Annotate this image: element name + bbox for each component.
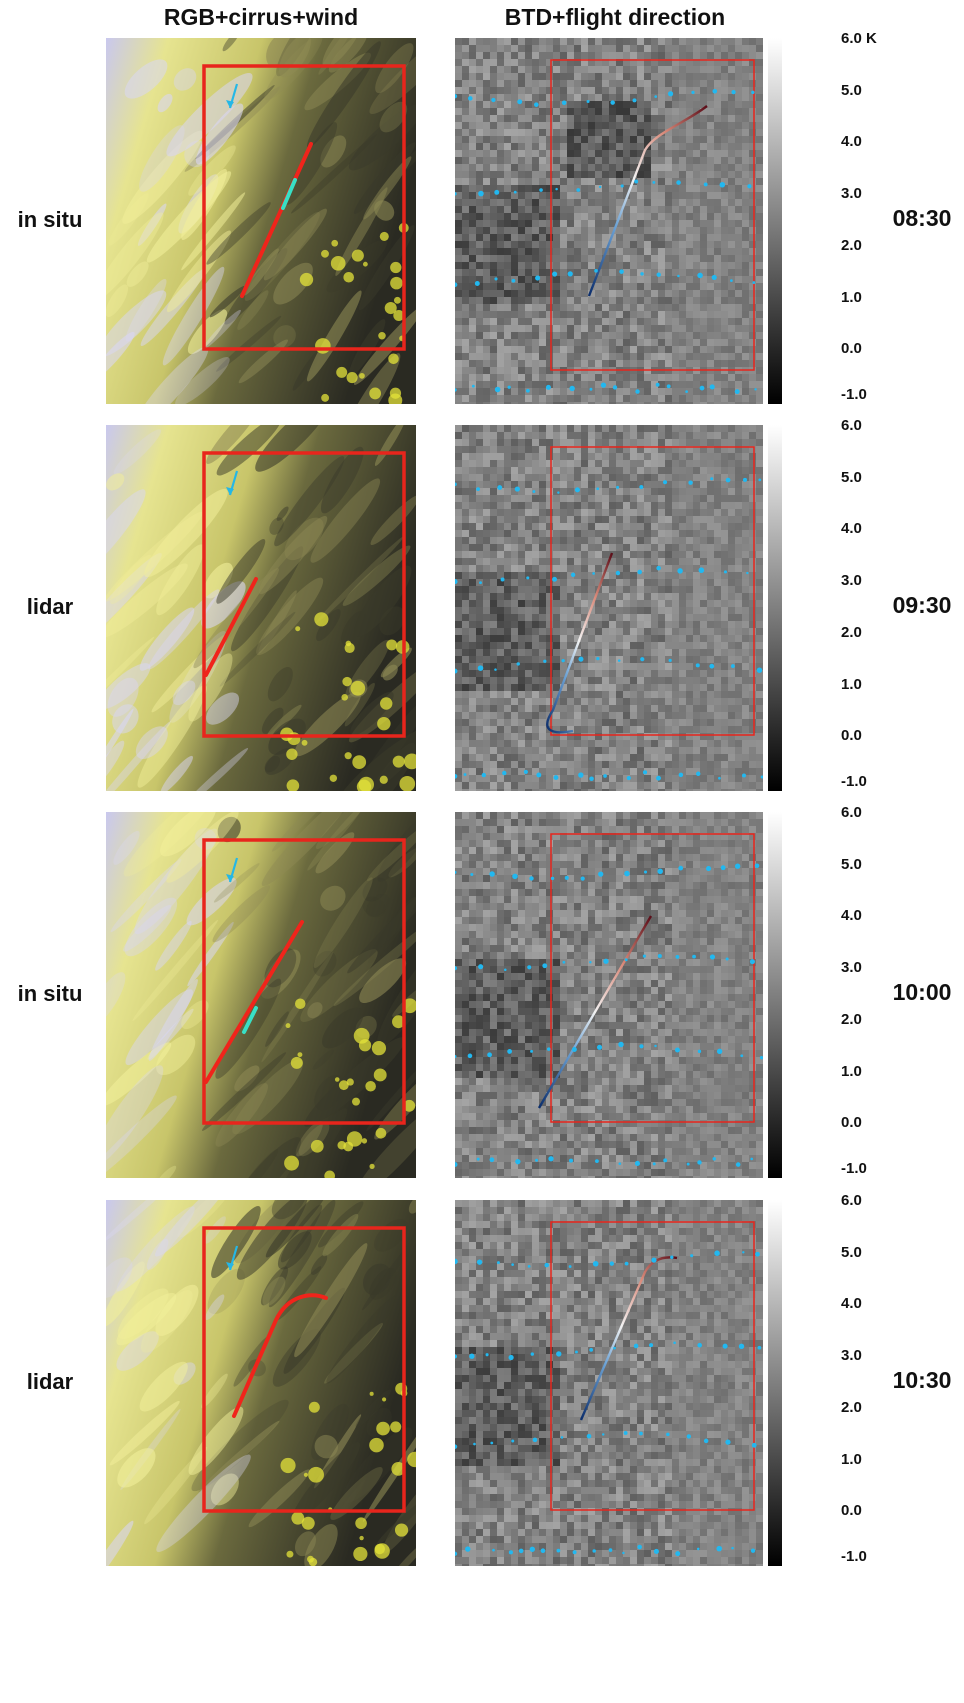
colorbar-tick-label: 3.0 — [841, 572, 862, 590]
row-label-mode: lidar — [26, 594, 74, 619]
btd-flight-direction-panel — [455, 1200, 763, 1566]
colorbar-tick-label: 3.0 — [841, 1347, 862, 1365]
colorbar-tick-label: 0.0 — [841, 727, 862, 745]
colorbar-tick-label: 2.0 — [841, 1398, 862, 1416]
colorbar-tick-label: 5.0 — [841, 468, 862, 486]
colorbar-tick-label: 0.0 — [841, 1502, 862, 1520]
btd-flight-direction-panel — [455, 425, 763, 791]
colorbar-tick-label: 4.0 — [841, 520, 862, 538]
colorbar-tick-label: 0.0 — [841, 1114, 862, 1132]
time-label: 10:30 — [892, 1367, 952, 1393]
colorbar-tick-label: -1.0 — [841, 386, 867, 403]
colorbar-tick-label: 5.0 — [841, 855, 862, 873]
colorbar-tick-label: 2.0 — [841, 1010, 862, 1028]
colorbar-tick-label: 2.0 — [841, 623, 862, 641]
left-column-header: RGB+cirrus+wind — [163, 4, 359, 30]
colorbar — [768, 38, 782, 404]
btd-flight-direction-panel — [455, 812, 763, 1178]
time-label: 09:30 — [892, 592, 952, 618]
colorbar-tick-label: 5.0 — [841, 81, 862, 99]
row-label-mode: in situ — [17, 207, 83, 232]
colorbar-tick-label: 1.0 — [841, 1450, 862, 1468]
colorbar-tick-label: 6.0 K — [841, 30, 877, 47]
time-label: 08:30 — [892, 205, 952, 231]
colorbar-tick-label: 6.0 — [841, 417, 862, 434]
colorbar-tick-label: 5.0 — [841, 1243, 862, 1261]
colorbar-tick-label: 6.0 — [841, 804, 862, 821]
rgb-cirrus-wind-panel — [106, 425, 416, 791]
right-column-header: BTD+flight direction — [504, 4, 726, 30]
colorbar-tick-label: 1.0 — [841, 1062, 862, 1080]
colorbar-tick-label: 1.0 — [841, 675, 862, 693]
rgb-cirrus-wind-panel — [106, 38, 416, 404]
colorbar-tick-label: -1.0 — [841, 773, 867, 790]
btd-flight-direction-panel — [455, 38, 763, 404]
colorbar-tick-label: 4.0 — [841, 907, 862, 925]
colorbar-tick-label: 3.0 — [841, 959, 862, 977]
time-label: 10:00 — [892, 979, 952, 1005]
colorbar-tick-label: -1.0 — [841, 1548, 867, 1565]
colorbar-tick-label: -1.0 — [841, 1160, 867, 1177]
colorbar-tick-label: 3.0 — [841, 185, 862, 203]
colorbar — [768, 1200, 782, 1566]
rgb-cirrus-wind-panel — [106, 812, 416, 1178]
row-label-mode: in situ — [17, 981, 83, 1006]
colorbar-tick-label: 4.0 — [841, 1295, 862, 1313]
rgb-cirrus-wind-panel — [106, 1200, 416, 1566]
row-label-mode: lidar — [26, 1369, 74, 1394]
colorbar-tick-label: 6.0 — [841, 1192, 862, 1209]
colorbar-tick-label: 0.0 — [841, 340, 862, 358]
colorbar-tick-label: 1.0 — [841, 288, 862, 306]
colorbar-tick-label: 4.0 — [841, 133, 862, 151]
colorbar — [768, 812, 782, 1178]
colorbar-tick-label: 2.0 — [841, 236, 862, 254]
colorbar — [768, 425, 782, 791]
